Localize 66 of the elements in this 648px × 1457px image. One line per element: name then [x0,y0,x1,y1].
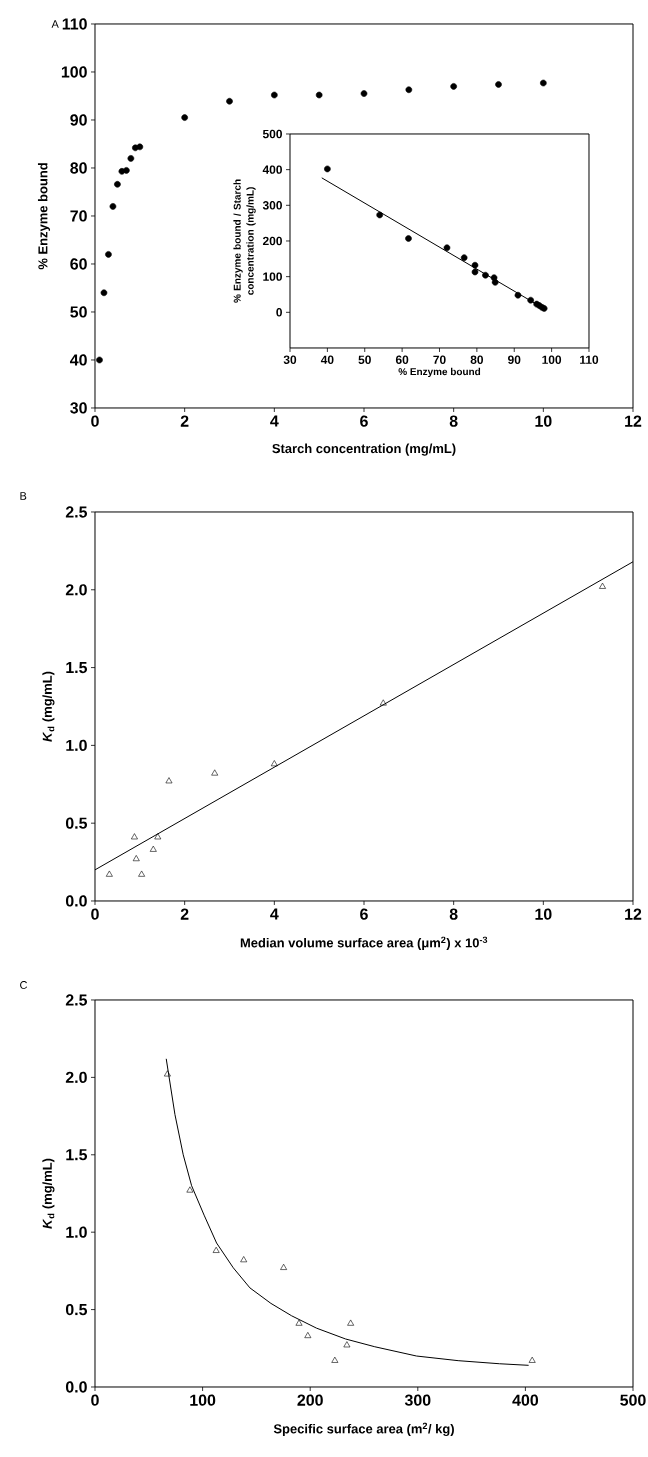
y-tick-label: 400 [262,165,282,174]
x-tick-label: 110 [580,355,599,364]
x-tick-label: 2 [180,908,189,920]
x-tick-label: 100 [542,355,562,364]
x-tick-label: 6 [360,908,368,920]
y-tick-label: 500 [262,129,282,139]
x-tick-label: 4 [270,415,279,427]
chart-title: A [51,20,59,28]
x-axis-title: Starch concentration (mg/mL) [272,443,456,456]
y-axis-title: % Enzyme bound [37,163,51,270]
y-tick-label: 200 [262,236,282,246]
x-axis-title: Median volume surface area (μm$^{2}$) x 10$^{-3}$ [240,936,488,950]
x-tick-label: 90 [508,355,521,364]
y-tick-label: 70 [70,210,87,222]
y-tick-label: 0.5 [65,817,88,829]
x-tick-label: 8 [449,908,458,920]
x-tick-label: 6 [360,415,368,427]
x-tick-label: 10 [535,415,552,427]
y-tick-label: 100 [61,66,87,78]
y-tick-label: 100 [263,272,282,281]
y-tick-label: 1.5 [66,1149,88,1161]
x-tick-label: 500 [620,1394,646,1406]
y-axis-title: K$_{d}$ (mg/mL) [42,671,55,742]
y-axis-title: % Enzyme bound / Starch concentration (mg/mL) [233,179,256,303]
x-tick-label: 30 [283,355,297,364]
x-tick-label: 80 [470,355,484,364]
y-tick-label: 1.5 [66,662,88,674]
y-tick-label: 0.0 [65,1381,87,1393]
y-tick-label: 110 [62,18,87,30]
y-tick-label: 60 [70,258,87,270]
x-tick-label: 100 [190,1394,216,1406]
x-tick-label: 300 [404,1394,431,1406]
y-tick-label: 1.0 [66,1226,87,1238]
x-tick-label: 4 [270,908,279,920]
chart-title: C [20,981,28,989]
y-tick-label: 0 [276,308,282,317]
y-tick-label: 50 [70,306,87,318]
y-tick-label: 80 [70,162,87,174]
y-tick-label: 30 [70,402,87,414]
x-tick-label: 12 [625,415,642,427]
x-tick-label: 0 [91,908,99,920]
y-tick-label: 0.5 [65,1303,88,1316]
y-tick-label: 2.0 [65,1071,87,1084]
x-tick-label: 0 [91,415,99,427]
y-tick-label: 1.0 [66,739,87,752]
y-tick-label: 0.0 [65,895,87,907]
y-tick-label: 300 [262,201,282,210]
y-tick-label: 2.5 [65,506,88,518]
x-tick-label: 400 [512,1394,539,1406]
chart-title: B [20,492,27,500]
x-tick-label: 2 [180,415,189,427]
y-tick-label: 90 [70,114,87,126]
y-axis-title: K$_{d}$ (mg/mL) [42,1158,55,1229]
x-axis-title: Specific surface area (m$^{2}$/ kg) [273,1422,454,1437]
x-tick-label: 10 [535,908,552,920]
x-tick-label: 40 [320,355,334,364]
y-tick-label: 2.5 [65,994,88,1006]
x-tick-label: 12 [625,908,642,920]
x-axis-title: % Enzyme bound [398,367,481,378]
x-tick-label: 70 [433,355,446,364]
x-tick-label: 200 [297,1394,323,1406]
x-tick-label: 50 [358,355,371,364]
y-tick-label: 2.0 [65,584,87,596]
x-tick-label: 60 [395,355,409,364]
x-tick-label: 0 [91,1394,99,1406]
x-tick-label: 8 [449,415,458,427]
